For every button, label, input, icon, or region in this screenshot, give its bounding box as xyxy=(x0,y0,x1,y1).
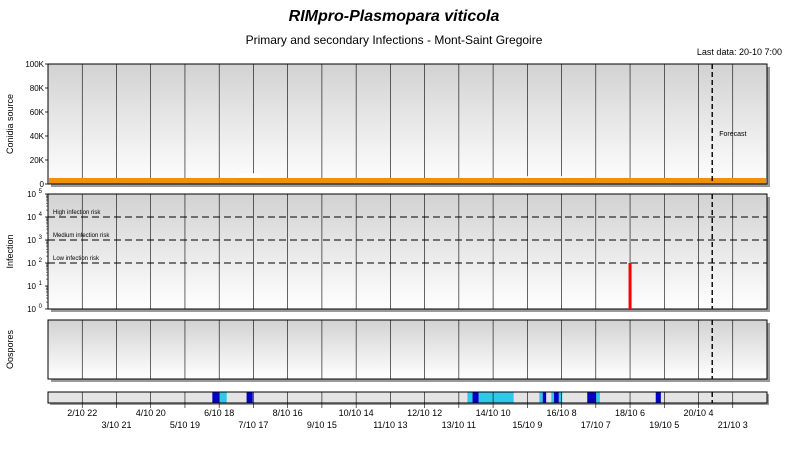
infection-bar xyxy=(628,263,632,309)
conidia-panel-background xyxy=(47,63,768,185)
timeline-segment xyxy=(212,392,220,403)
infection-panel-background xyxy=(47,193,768,310)
infection-ytick-label: 10 xyxy=(27,236,36,245)
infection-ytick-label: 10 xyxy=(27,259,36,268)
oospores-axis-label: Oospores xyxy=(5,329,15,369)
infection-ytick-exponent: 5 xyxy=(39,189,43,195)
infection-ytick-exponent: 0 xyxy=(39,304,43,310)
infection-ytick-label: 10 xyxy=(27,190,36,199)
timeline-segment xyxy=(551,392,555,403)
timeline-segment xyxy=(655,392,661,403)
threshold-label: High infection risk xyxy=(53,210,101,216)
timeline-segment xyxy=(558,392,563,403)
x-tick-label-bottom: 19/10 5 xyxy=(649,420,679,430)
timeline-segment xyxy=(219,392,227,403)
x-tick-label-top: 12/10 12 xyxy=(407,408,442,418)
x-tick-label-top: 20/10 4 xyxy=(684,408,714,418)
infection-ytick-exponent: 2 xyxy=(39,258,43,264)
conidia-ytick-label: 60K xyxy=(30,108,45,117)
conidia-ytick-label: 80K xyxy=(30,84,45,93)
conidia-ytick-label: 0 xyxy=(40,180,45,189)
chart-subtitle: Primary and secondary Infections - Mont-… xyxy=(245,33,543,47)
timeline-segment xyxy=(539,392,543,403)
x-tick-label-bottom: 3/10 21 xyxy=(101,420,131,430)
x-tick-label-top: 14/10 10 xyxy=(476,408,511,418)
x-tick-label-bottom: 7/10 17 xyxy=(238,420,268,430)
infection-ytick-label: 10 xyxy=(27,282,36,291)
x-tick-label-top: 18/10 6 xyxy=(615,408,645,418)
conidia-ytick-label: 20K xyxy=(30,156,45,165)
conidia-axis-label: Conidia source xyxy=(5,94,15,154)
x-tick-label-top: 8/10 16 xyxy=(273,408,303,418)
forecast-label: Forecast xyxy=(719,131,746,138)
threshold-label: Low infection risk xyxy=(53,256,100,262)
x-tick-label-bottom: 15/10 9 xyxy=(512,420,542,430)
conidia-area xyxy=(49,178,766,184)
timeline-segment xyxy=(478,392,514,403)
x-tick-label-top: 10/10 14 xyxy=(339,408,374,418)
last-data-label: Last data: 20-10 7:00 xyxy=(696,47,782,57)
conidia-ytick-label: 100K xyxy=(25,60,44,69)
x-tick-label-top: 4/10 20 xyxy=(136,408,166,418)
timeline-segment xyxy=(554,392,559,403)
x-tick-label-top: 16/10 8 xyxy=(547,408,577,418)
timeline-segment xyxy=(467,392,473,403)
infection-ytick-label: 10 xyxy=(27,305,36,314)
oospores-panel-background xyxy=(47,319,768,380)
infection-ytick-exponent: 1 xyxy=(39,281,43,287)
infection-ytick-exponent: 3 xyxy=(39,235,43,241)
x-tick-label-bottom: 9/10 15 xyxy=(307,420,337,430)
x-tick-label-bottom: 17/10 7 xyxy=(581,420,611,430)
conidia-ytick-label: 40K xyxy=(30,132,45,141)
timeline-segment xyxy=(595,392,600,403)
conidia-peak xyxy=(499,176,583,178)
conidia-peak xyxy=(232,173,261,178)
x-tick-label-bottom: 21/10 3 xyxy=(718,420,748,430)
x-tick-label-bottom: 11/10 13 xyxy=(373,420,407,430)
chart-title: RIMpro-Plasmopara viticola xyxy=(288,8,500,25)
infection-ytick-label: 10 xyxy=(27,213,36,222)
timeline-segment xyxy=(246,392,253,403)
threshold-label: Medium infection risk xyxy=(53,233,110,239)
x-tick-label-top: 6/10 18 xyxy=(204,408,234,418)
x-tick-label-bottom: 13/10 11 xyxy=(442,420,476,430)
timeline-segment xyxy=(542,392,547,403)
timeline-segment xyxy=(587,392,596,403)
x-tick-label-top: 2/10 22 xyxy=(67,408,97,418)
timeline-background xyxy=(47,391,768,404)
infection-ytick-exponent: 4 xyxy=(39,212,43,218)
infection-axis-label: Infection xyxy=(5,234,15,268)
x-tick-label-bottom: 5/10 19 xyxy=(170,420,200,430)
timeline-segment xyxy=(472,392,479,403)
